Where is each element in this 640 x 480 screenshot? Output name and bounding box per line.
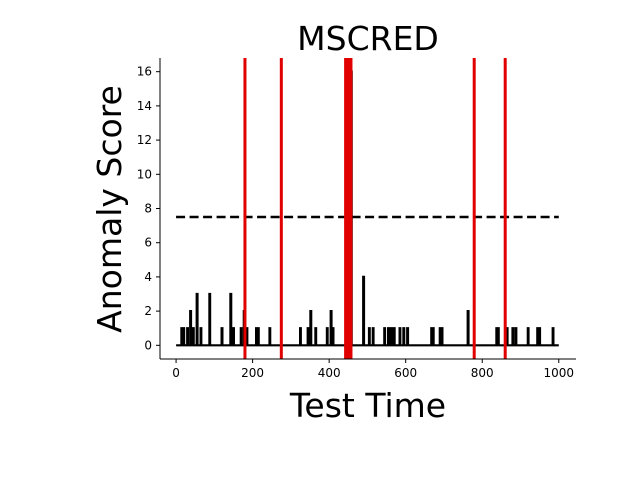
x-tick-label: 0 [172, 366, 180, 380]
x-axis-label: Test Time [289, 386, 446, 425]
plot-area: 0 200 400 600 800 1000 0 2 4 6 8 10 12 14 16 [137, 58, 576, 380]
y-tick-label: 0 [144, 338, 152, 352]
y-tick-label: 14 [137, 99, 152, 113]
x-tick-label: 1000 [544, 366, 575, 380]
y-tick-label: 4 [144, 270, 152, 284]
x-tick-label: 600 [394, 366, 417, 380]
series-line-anomaly-score [176, 70, 559, 347]
y-tick-label: 16 [137, 65, 152, 79]
y-tick-label: 2 [144, 304, 152, 318]
x-tick-label: 400 [318, 366, 341, 380]
x-tick-label: 800 [471, 366, 494, 380]
y-tick-label: 12 [137, 133, 152, 147]
y-axis-label: Anomaly Score [90, 85, 129, 333]
y-tick-label: 8 [144, 202, 152, 216]
x-tick-label: 200 [241, 366, 264, 380]
y-tick-label: 6 [144, 236, 152, 250]
chart-title: MSCRED [297, 19, 439, 58]
y-tick-label: 10 [137, 167, 152, 181]
